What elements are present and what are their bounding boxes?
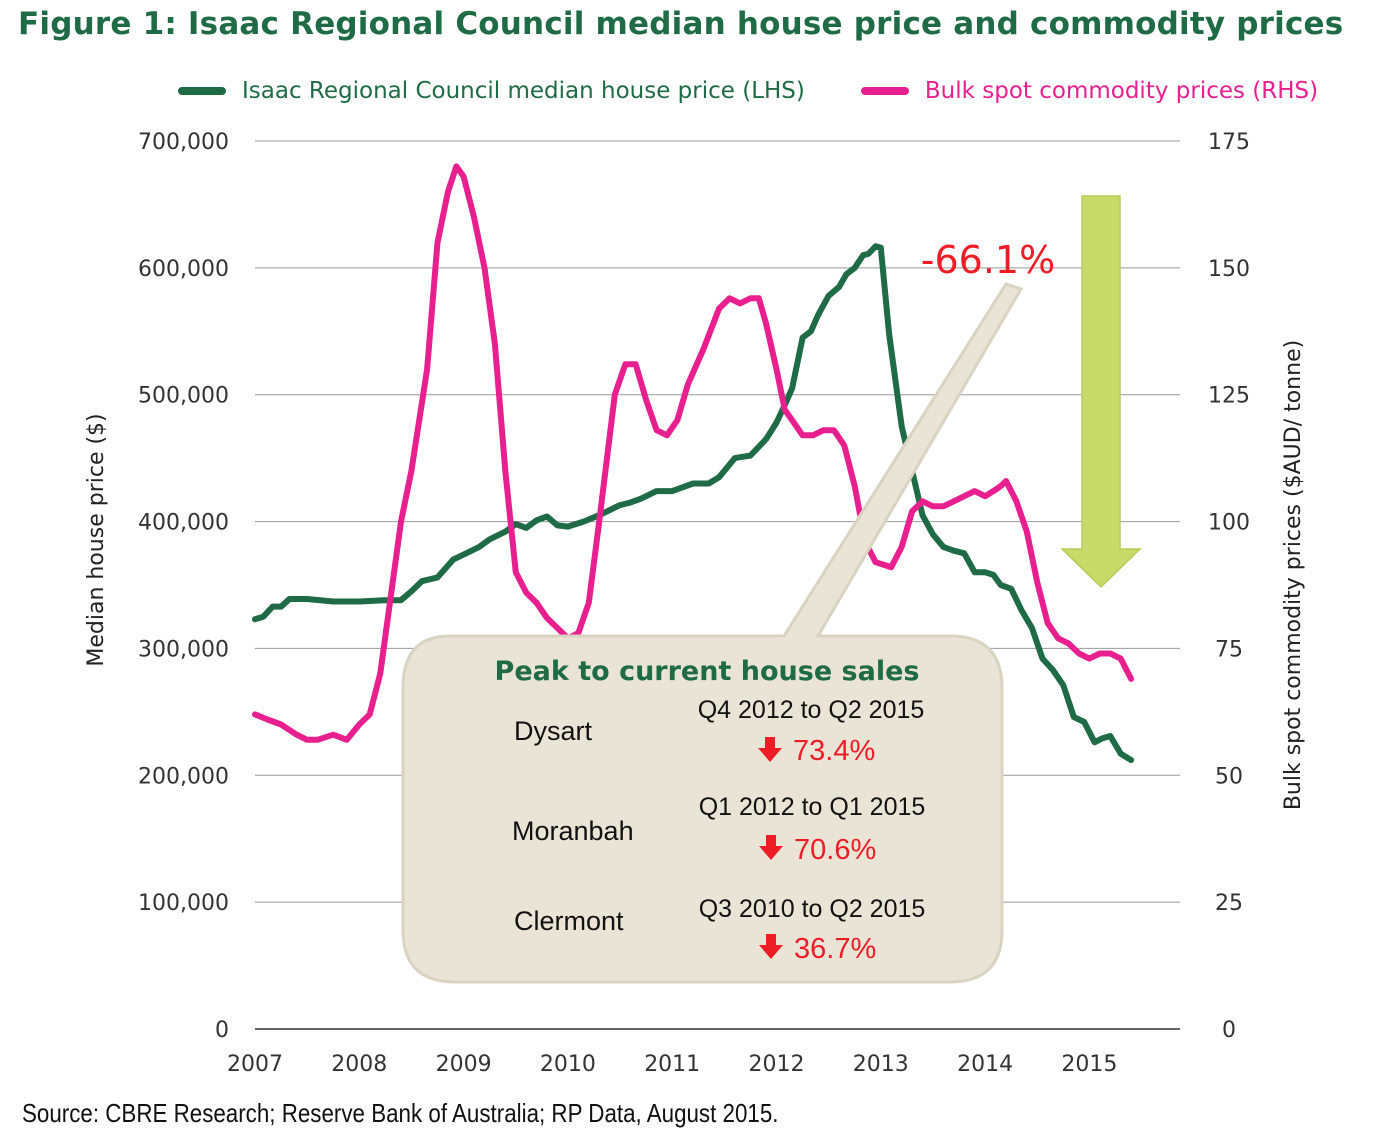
x-tick-label: 2007 bbox=[227, 1052, 283, 1077]
callout-row-period: Q1 2012 to Q1 2015 bbox=[699, 793, 926, 821]
left-tick-label: 700,000 bbox=[138, 130, 229, 155]
callout-row-dysart: Dysart Q4 2012 to Q2 2015 73.4% bbox=[514, 696, 924, 767]
right-tick-label: 175 bbox=[1208, 130, 1250, 155]
series-lines bbox=[252, 163, 1135, 764]
left-tick-label: 200,000 bbox=[138, 764, 229, 789]
callout-box: Peak to current house sales Dysart Q4 20… bbox=[401, 282, 1024, 984]
down-arrow-icon bbox=[1060, 195, 1142, 589]
figure-title: Figure 1: Isaac Regional Council median … bbox=[18, 6, 1344, 42]
right-tick-label: 125 bbox=[1208, 384, 1250, 409]
callout-row-clermont: Clermont Q3 2010 to Q2 2015 36.7% bbox=[514, 895, 925, 965]
callout-row-change: 36.7% bbox=[794, 933, 876, 965]
x-tick-label: 2010 bbox=[540, 1052, 596, 1077]
right-tick-label: 0 bbox=[1222, 1018, 1236, 1043]
callout-row-period: Q3 2010 to Q2 2015 bbox=[699, 895, 926, 923]
x-tick-label: 2014 bbox=[957, 1052, 1013, 1077]
legend-swatch-commodity bbox=[860, 87, 909, 95]
left-axis-title: Median house price ($) bbox=[84, 413, 109, 666]
x-tick-label: 2013 bbox=[853, 1052, 909, 1077]
arrow-down-icon bbox=[758, 737, 782, 762]
left-tick-label: 300,000 bbox=[138, 637, 229, 662]
left-tick-label: 500,000 bbox=[138, 384, 229, 409]
x-axis-ticks: 2007 2008 2009 2010 2011 2012 2013 2014 2015 bbox=[227, 1052, 1117, 1077]
right-axis-ticks: 0 25 50 75 100 125 150 175 bbox=[1208, 130, 1250, 1043]
left-tick-label: 100,000 bbox=[138, 891, 229, 916]
legend-swatch-house bbox=[178, 87, 226, 95]
legend-label-commodity: Bulk spot commodity prices (RHS) bbox=[924, 78, 1319, 104]
callout-row-period: Q4 2012 to Q2 2015 bbox=[698, 696, 925, 724]
chart-legend: Isaac Regional Council median house pric… bbox=[178, 78, 1374, 104]
left-tick-label: 600,000 bbox=[138, 257, 229, 282]
arrow-down-icon bbox=[759, 934, 783, 959]
arrow-down-icon bbox=[759, 835, 783, 860]
right-tick-label: 100 bbox=[1208, 511, 1250, 536]
right-axis-title: Bulk spot commodity prices ($AUD/ tonne) bbox=[1281, 340, 1306, 810]
callout-row-change: 73.4% bbox=[793, 735, 875, 767]
right-tick-label: 25 bbox=[1215, 891, 1243, 916]
source-note: Source: CBRE Research; Reserve Bank of A… bbox=[22, 1098, 779, 1128]
callout-row-moranbah: Moranbah Q1 2012 to Q1 2015 70.6% bbox=[512, 793, 925, 866]
legend-item-commodity: Bulk spot commodity prices (RHS) bbox=[860, 78, 1319, 104]
series-line-house-price bbox=[252, 243, 1135, 764]
left-tick-label: 400,000 bbox=[138, 511, 229, 536]
callout-row-change: 70.6% bbox=[794, 834, 876, 866]
left-tick-label: 0 bbox=[215, 1018, 229, 1043]
right-tick-label: 150 bbox=[1208, 257, 1250, 282]
x-tick-label: 2012 bbox=[749, 1052, 805, 1077]
x-tick-label: 2009 bbox=[436, 1052, 492, 1077]
callout-row-name: Moranbah bbox=[512, 816, 634, 846]
callout-bubble bbox=[401, 282, 1024, 984]
legend-item-house: Isaac Regional Council median house pric… bbox=[178, 78, 805, 104]
series-line-commodity-price bbox=[252, 163, 1135, 743]
callout-row-name: Dysart bbox=[514, 716, 593, 746]
x-tick-label: 2015 bbox=[1061, 1052, 1117, 1077]
annotation-percent-drop: -66.1% bbox=[921, 238, 1055, 282]
right-tick-label: 50 bbox=[1215, 764, 1243, 789]
legend-label-house: Isaac Regional Council median house pric… bbox=[242, 78, 805, 104]
x-tick-label: 2008 bbox=[331, 1052, 387, 1077]
x-tick-label: 2011 bbox=[644, 1052, 700, 1077]
left-axis-ticks: 0 100,000 200,000 300,000 400,000 500,000 600,… bbox=[138, 130, 229, 1043]
callout-title: Peak to current house sales bbox=[495, 656, 920, 687]
callout-row-name: Clermont bbox=[514, 906, 624, 936]
right-tick-label: 75 bbox=[1215, 637, 1243, 662]
